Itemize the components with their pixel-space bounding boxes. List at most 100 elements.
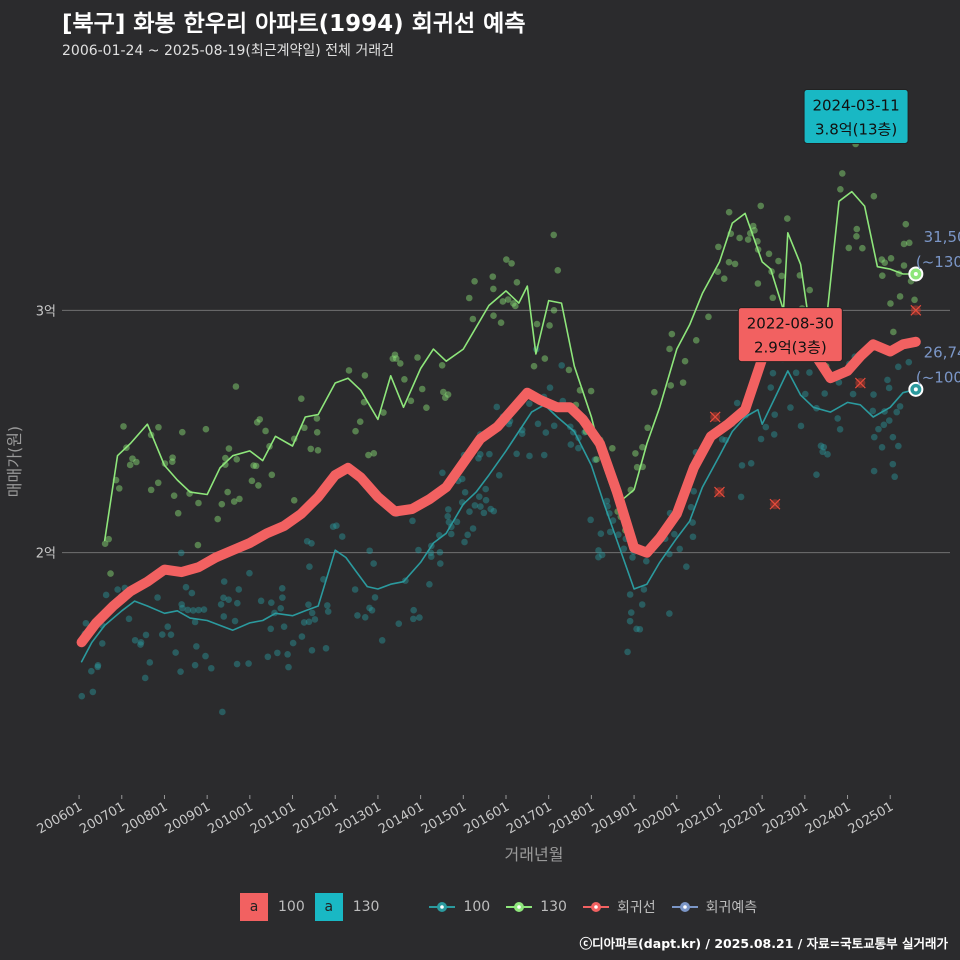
scatter-point — [423, 404, 430, 411]
scatter-point — [666, 345, 673, 353]
scatter-point — [731, 260, 739, 268]
scatter-point — [770, 431, 778, 438]
x-tick-label: 201201 — [291, 799, 341, 837]
legend-line-100-icon — [429, 902, 456, 912]
scatter-point — [666, 610, 673, 617]
scatter-point — [751, 227, 758, 234]
legend: a 100 a 130 100 130 회귀선 회귀예측 — [240, 892, 763, 922]
scatter-point — [285, 663, 292, 671]
scatter-point — [202, 425, 210, 433]
scatter-point — [526, 452, 533, 460]
legend-key-100-text: a — [240, 893, 268, 921]
scatter-point — [191, 661, 199, 669]
x-tick: 201701 — [504, 799, 554, 837]
forecast-value-label: 31,500 — [924, 228, 960, 246]
scatter-point — [879, 272, 886, 279]
scatter-point — [189, 607, 197, 614]
scatter-point — [738, 462, 746, 469]
scatter-point — [378, 637, 386, 644]
scatter-point — [279, 594, 286, 601]
scatter-point — [184, 606, 192, 614]
scatter-point — [835, 379, 843, 386]
scatter-point — [220, 613, 228, 620]
scatter-point — [361, 372, 369, 379]
scatter-point — [193, 643, 200, 650]
annotation-box — [803, 88, 909, 144]
scatter-point — [167, 631, 175, 638]
scatter-point — [391, 351, 399, 359]
scatter-point — [884, 376, 891, 384]
scatter-point — [887, 300, 894, 307]
scatter-point — [461, 538, 468, 546]
scatter-point — [880, 421, 888, 429]
scatter-point — [597, 530, 605, 537]
scatter-point — [819, 448, 826, 456]
annotation-text: 2.9억(3층) — [754, 339, 827, 357]
legend-line-forecast-icon — [671, 902, 698, 912]
scatter-point — [426, 581, 433, 588]
scatter-point — [896, 403, 904, 410]
scatter-point — [129, 455, 136, 462]
scatter-point — [305, 618, 313, 626]
scatter-point — [305, 601, 312, 608]
scatter-point — [133, 458, 140, 466]
scatter-point — [225, 596, 232, 604]
scatter-point — [174, 509, 182, 517]
scatter-point — [624, 648, 631, 656]
scatter-point — [881, 259, 889, 266]
scatter-point — [705, 313, 712, 321]
scatter-point — [115, 485, 123, 492]
scatter-point — [853, 232, 860, 240]
scatter-point — [480, 509, 488, 517]
scatter-point — [508, 260, 515, 267]
scatter-point — [389, 355, 397, 362]
scatter-point — [414, 354, 421, 361]
scatter-point — [147, 486, 155, 494]
scatter-point — [142, 631, 150, 639]
scatter-point — [356, 418, 364, 426]
scatter-point — [221, 461, 229, 468]
x-tick-label: 200701 — [77, 799, 127, 837]
x-tick: 201101 — [248, 799, 298, 837]
scatter-point — [497, 319, 505, 327]
scatter-point — [370, 560, 377, 567]
scatter-point — [94, 663, 102, 671]
scatter-point — [308, 647, 316, 654]
scatter-point — [905, 358, 913, 366]
scatter-point — [102, 591, 110, 599]
scatter-point — [303, 537, 311, 545]
scatter-point — [410, 606, 417, 614]
scatter-point — [598, 551, 606, 559]
scatter-point — [78, 692, 86, 700]
annotation-date: 2024-03-11 — [812, 96, 899, 114]
scatter-point — [232, 383, 240, 390]
scatter-point — [409, 517, 416, 525]
scatter-point — [392, 355, 400, 362]
scatter-point — [371, 594, 379, 601]
x-tick-label: 201101 — [248, 799, 298, 837]
scatter-point — [179, 604, 186, 612]
scatter-point — [146, 659, 154, 666]
x-tick-label: 201001 — [205, 799, 255, 837]
scatter-point — [253, 419, 261, 426]
outlier-cross — [709, 411, 721, 423]
scatter-point — [689, 533, 697, 541]
scatter-point — [170, 492, 178, 499]
scatter-point — [220, 578, 228, 585]
series-line-130 — [103, 190, 917, 542]
scatter-point — [365, 451, 372, 459]
x-tick: 201401 — [376, 799, 426, 837]
scatter-point — [482, 485, 489, 493]
scatter-point — [219, 708, 226, 716]
scatter-point — [587, 516, 594, 524]
x-tick-label: 202301 — [760, 799, 810, 837]
scatter-point — [565, 366, 573, 374]
scatter-point — [870, 391, 877, 398]
forecast-area-label: (~100㎡) — [916, 368, 960, 386]
scatter-point — [550, 422, 558, 430]
scatter-point — [765, 250, 773, 258]
scatter-point — [235, 586, 243, 593]
scatter-point — [231, 617, 239, 625]
scatter-point — [626, 617, 634, 625]
scatter-point — [439, 469, 446, 477]
